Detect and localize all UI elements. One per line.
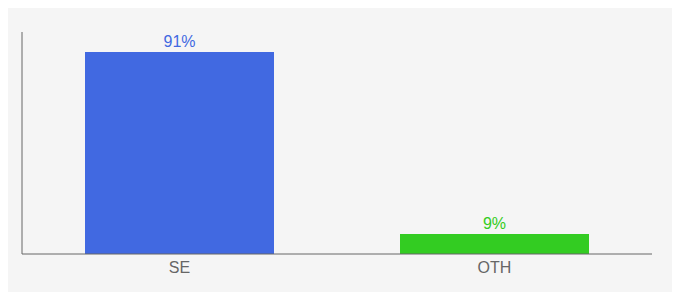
svg-text:91%: 91% (163, 33, 195, 50)
svg-text:SE: SE (169, 259, 190, 276)
svg-text:OTH: OTH (478, 259, 512, 276)
svg-text:9%: 9% (483, 215, 506, 232)
